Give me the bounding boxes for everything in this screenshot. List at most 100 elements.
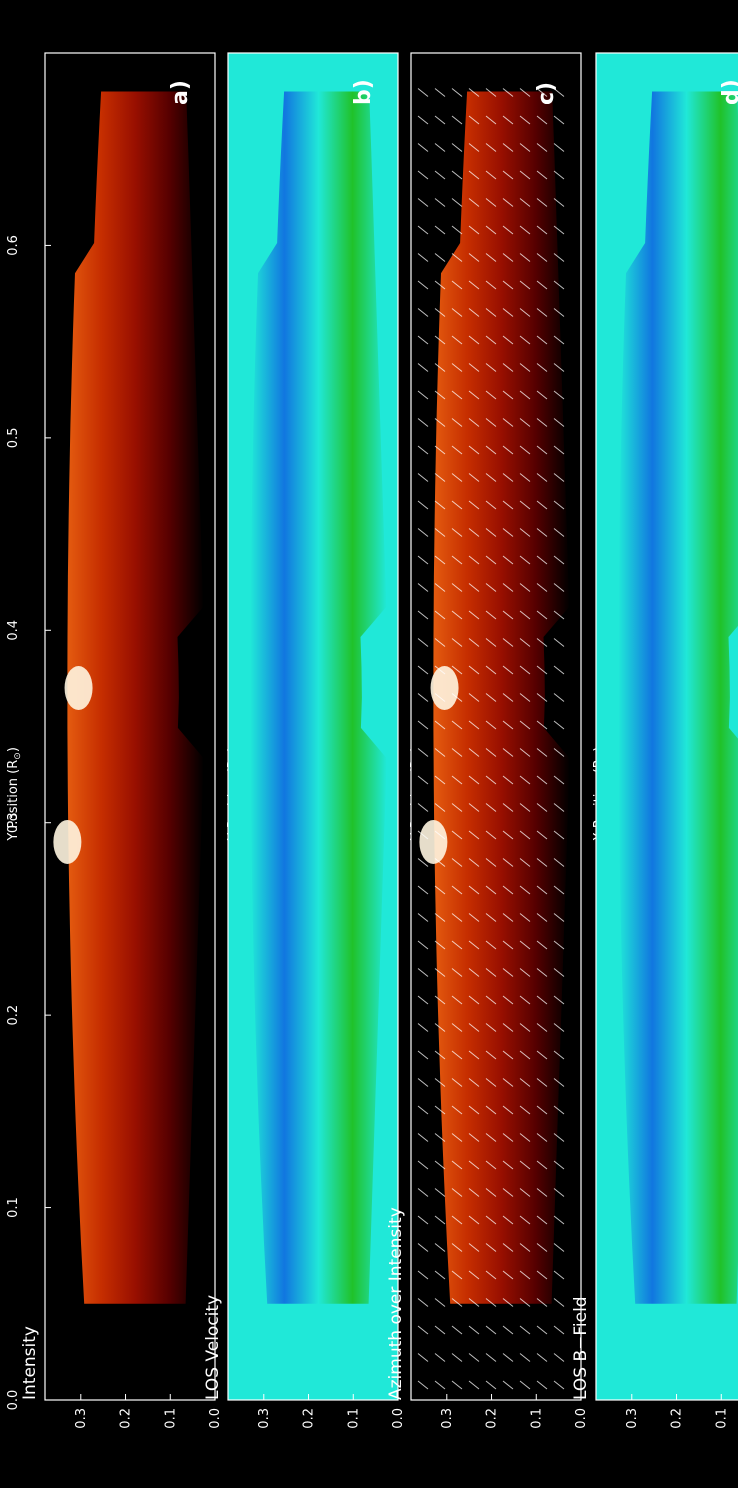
azimuth-mark [502,1270,514,1280]
azimuth-mark [485,638,497,647]
azimuth-mark [434,1160,446,1170]
plot-frame [227,52,399,1401]
azimuth-mark [451,638,463,647]
azimuth-mark [434,1353,446,1362]
azimuth-mark [553,555,565,565]
azimuth-mark [417,1133,429,1142]
azimuth-mark [451,335,463,345]
azimuth-mark [434,390,446,400]
azimuth-mark [468,390,480,400]
azimuth-mark [468,335,480,345]
azimuth-mark [434,665,446,675]
azimuth-mark [434,528,446,537]
azimuth-mark [434,1105,446,1115]
azimuth-mark [468,445,480,455]
azimuth-mark [434,610,446,620]
azimuth-mark [536,1105,548,1115]
azimuth-mark [468,858,480,867]
emission-region [618,91,738,1304]
azimuth-mark [553,1078,565,1087]
azimuth-mark [451,1325,463,1335]
azimuth-mark [434,1078,446,1087]
azimuth-mark [536,418,548,427]
azimuth-mark [485,1325,497,1335]
azimuth-mark [417,1078,429,1087]
azimuth-mark [519,88,531,97]
azimuth-mark [485,720,497,730]
azimuth-mark [434,225,446,235]
azimuth-mark [468,968,480,977]
azimuth-mark [417,693,429,702]
azimuth-mark [553,308,565,317]
azimuth-mark [417,1105,429,1115]
azimuth-mark [451,88,463,97]
azimuth-mark [519,555,531,565]
azimuth-mark [502,88,514,97]
azimuth-mark [553,775,565,785]
azimuth-mark [536,1215,548,1225]
azimuth-mark [434,363,446,372]
azimuth-mark [519,170,531,180]
azimuth-mark [519,1325,531,1335]
azimuth-mark [434,1188,446,1197]
azimuth-mark [553,830,565,840]
azimuth-mark [502,418,514,427]
azimuth-mark [519,1105,531,1115]
azimuth-mark [434,830,446,840]
azimuth-mark [519,885,531,895]
azimuth-mark [434,500,446,510]
azimuth-mark [502,198,514,207]
azimuth-mark [468,280,480,290]
azimuth-mark [485,143,497,152]
azimuth-mark [553,1353,565,1362]
azimuth-mark [519,610,531,620]
azimuth-mark [485,1353,497,1362]
azimuth-mark [468,830,480,840]
azimuth-mark [536,1298,548,1307]
azimuth-mark [434,445,446,455]
x-tick-label: 0.0 [574,1408,589,1429]
y-tick-label: 0.4 [6,620,21,641]
azimuth-mark [519,115,531,125]
panel-label: c) [534,82,559,105]
y-tick-label: 0.6 [6,235,21,256]
azimuth-mark [502,968,514,977]
azimuth-mark [417,665,429,675]
azimuth-mark [536,1380,548,1390]
azimuth-mark [417,885,429,895]
azimuth-mark [485,610,497,620]
azimuth-mark [417,225,429,235]
plot-frame [595,52,738,1401]
x-tick-label: 0.1 [346,1408,361,1429]
azimuth-mark [502,638,514,647]
azimuth-mark [536,170,548,180]
x-tick-label: 0.3 [625,1408,640,1429]
x-tick-label: 0.3 [440,1408,455,1429]
azimuth-mark [451,390,463,400]
azimuth-mark [536,198,548,207]
azimuth-mark [502,1325,514,1335]
azimuth-mark [434,995,446,1005]
azimuth-mark [536,308,548,317]
azimuth-mark [519,1298,531,1307]
azimuth-mark [519,528,531,537]
azimuth-mark [519,748,531,757]
azimuth-mark [468,913,480,922]
azimuth-mark [485,858,497,867]
azimuth-mark [502,803,514,812]
azimuth-mark [553,280,565,290]
azimuth-mark [536,390,548,400]
azimuth-mark [468,775,480,785]
azimuth-mark [434,115,446,125]
azimuth-mark [417,1325,429,1335]
azimuth-mark [553,445,565,455]
azimuth-mark [502,748,514,757]
azimuth-mark [468,720,480,730]
azimuth-mark [502,1188,514,1197]
azimuth-mark [451,968,463,977]
panel-title: Azimuth over Intensity [386,1207,406,1400]
azimuth-mark [468,638,480,647]
azimuth-mark [553,115,565,125]
azimuth-mark [553,1188,565,1197]
azimuth-mark [468,803,480,812]
